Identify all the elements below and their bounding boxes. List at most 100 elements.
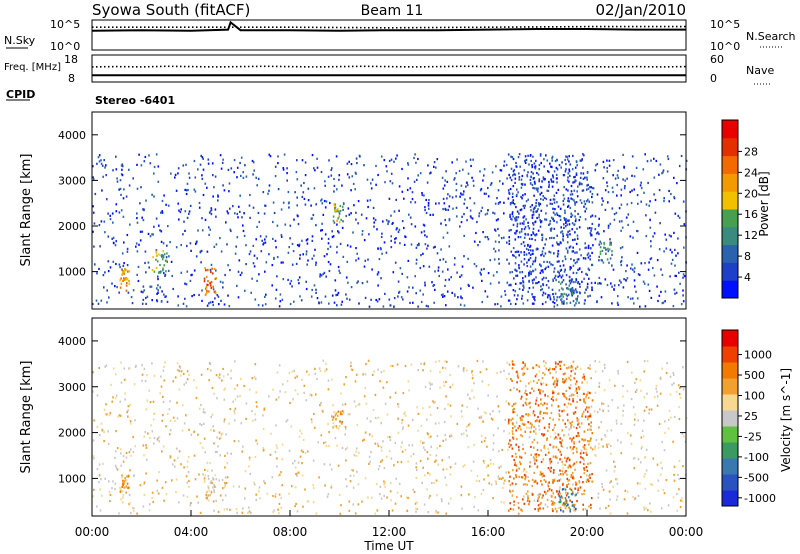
power-cell bbox=[306, 238, 309, 241]
power-cell bbox=[177, 167, 180, 170]
power-cell bbox=[426, 235, 428, 238]
velocity-cell bbox=[151, 430, 154, 433]
power-cell bbox=[321, 202, 324, 205]
velocity-cell bbox=[234, 360, 236, 363]
velocity-cell bbox=[145, 444, 147, 447]
power-cell bbox=[582, 153, 584, 156]
power-cell bbox=[153, 270, 156, 273]
velocity-cell bbox=[524, 430, 527, 433]
power-cell bbox=[672, 305, 675, 308]
velocity-cell bbox=[341, 410, 344, 413]
velocity-cell bbox=[558, 495, 561, 498]
velocity-cell bbox=[157, 492, 160, 495]
velocity-cell bbox=[198, 473, 200, 476]
velocity-cell bbox=[589, 476, 591, 479]
power-cell bbox=[414, 153, 416, 156]
power-cell bbox=[611, 285, 613, 288]
power-cell bbox=[558, 214, 561, 218]
velocity-cell bbox=[355, 450, 357, 453]
power-cell bbox=[209, 228, 211, 231]
power-cell bbox=[210, 286, 213, 290]
power-cell bbox=[538, 281, 540, 284]
power-cell bbox=[575, 278, 578, 282]
power-cell bbox=[523, 220, 525, 223]
power-colorbar-label-tick: 4 bbox=[744, 271, 751, 284]
velocity-cell bbox=[533, 446, 535, 449]
velocity-cell bbox=[582, 373, 585, 376]
power-cell bbox=[677, 252, 679, 255]
velocity-cell bbox=[435, 454, 438, 457]
velocity-cell bbox=[224, 387, 226, 390]
velocity-cell bbox=[608, 490, 611, 493]
power-cell bbox=[455, 189, 458, 192]
power-cell bbox=[613, 218, 616, 221]
power-cell bbox=[158, 224, 160, 227]
power-cell bbox=[574, 201, 576, 204]
power-cell bbox=[670, 262, 673, 265]
velocity-cell bbox=[151, 497, 153, 500]
power-cell bbox=[531, 166, 534, 169]
velocity-cell bbox=[576, 400, 578, 403]
velocity-cell bbox=[565, 397, 568, 400]
power-cell bbox=[414, 201, 417, 204]
velocity-cell bbox=[183, 422, 186, 425]
power-cell bbox=[263, 212, 266, 215]
velocity-cell bbox=[342, 411, 345, 414]
power-cell bbox=[606, 283, 609, 287]
power-cell bbox=[584, 210, 586, 213]
power-cell bbox=[298, 245, 300, 248]
power-cell bbox=[515, 250, 518, 253]
power-cell bbox=[412, 301, 414, 304]
velocity-cell bbox=[200, 403, 202, 407]
power-cell bbox=[403, 226, 405, 230]
velocity-cell bbox=[282, 383, 284, 386]
velocity-cell bbox=[322, 410, 324, 413]
velocity-cell bbox=[124, 480, 127, 483]
power-cell bbox=[256, 279, 258, 282]
velocity-colorbar-segment bbox=[722, 330, 738, 347]
power-cell bbox=[607, 201, 609, 204]
power-cell bbox=[283, 153, 286, 156]
velocity-cell bbox=[374, 393, 377, 396]
power-cell bbox=[556, 221, 558, 224]
velocity-cell bbox=[135, 364, 137, 367]
velocity-cell bbox=[130, 454, 132, 457]
velocity-cell bbox=[390, 499, 392, 502]
power-cell bbox=[533, 162, 536, 165]
power-cell bbox=[668, 200, 670, 203]
power-cell bbox=[271, 264, 274, 267]
velocity-cell bbox=[522, 361, 524, 364]
power-cell bbox=[189, 279, 192, 282]
velocity-cell bbox=[115, 466, 118, 469]
power-cell bbox=[227, 168, 230, 171]
power-cell bbox=[316, 157, 318, 160]
velocity-cell bbox=[412, 488, 414, 491]
velocity-cell bbox=[550, 460, 553, 463]
power-cell bbox=[611, 264, 613, 267]
velocity-cell bbox=[278, 512, 280, 515]
power-cell bbox=[534, 187, 536, 190]
power-cell bbox=[493, 258, 496, 261]
velocity-cell bbox=[557, 433, 560, 436]
velocity-cell bbox=[611, 399, 614, 402]
velocity-cell bbox=[497, 405, 500, 408]
power-cell bbox=[103, 286, 105, 289]
power-cell bbox=[470, 216, 472, 219]
power-cell bbox=[487, 272, 490, 275]
power-cell bbox=[524, 155, 527, 158]
velocity-cell bbox=[122, 496, 124, 499]
velocity-cell bbox=[535, 364, 538, 367]
velocity-cell bbox=[156, 438, 159, 441]
velocity-cell bbox=[533, 425, 535, 428]
velocity-cell bbox=[590, 497, 593, 500]
power-cell bbox=[664, 300, 666, 303]
velocity-cell bbox=[485, 368, 488, 371]
velocity-cell bbox=[572, 360, 575, 363]
power-cell bbox=[531, 237, 533, 241]
power-cell bbox=[146, 295, 149, 298]
power-cell bbox=[155, 217, 158, 220]
velocity-cell bbox=[445, 468, 448, 471]
power-colorbar-segment bbox=[722, 262, 738, 281]
power-cell bbox=[163, 264, 165, 267]
